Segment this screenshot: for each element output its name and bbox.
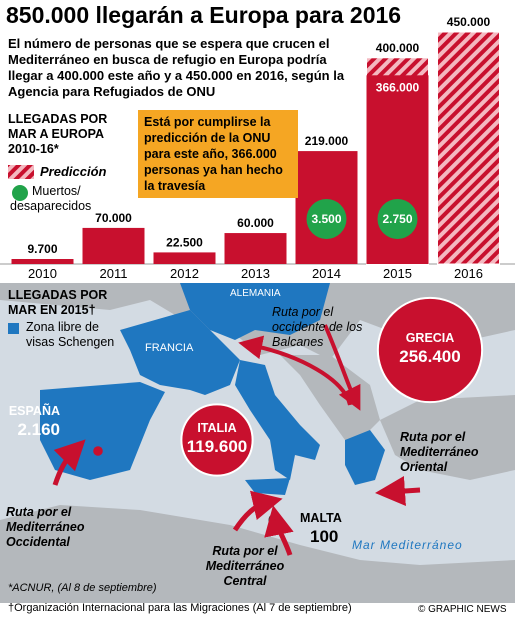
- chart-label: LLEGADAS POR MAR A EUROPA 2010-16*: [8, 112, 108, 156]
- country-value: 256.400: [399, 347, 460, 366]
- france: [120, 310, 240, 395]
- country-bubble: [180, 403, 254, 477]
- value-label: 219.000: [305, 134, 349, 148]
- legend-swatch: [8, 165, 34, 179]
- place-label: ALEMANIA: [230, 288, 281, 299]
- value-label: 22.500: [166, 235, 203, 249]
- country-name: GRECIA: [406, 331, 455, 345]
- route-arrow: [232, 490, 283, 532]
- prediction-bar: [437, 31, 500, 265]
- bar: [82, 227, 145, 264]
- value-label: 70.000: [95, 211, 132, 225]
- country-value: 100: [310, 527, 338, 546]
- country-bubble: [93, 446, 103, 456]
- bar: [153, 252, 216, 264]
- route-arrow: [323, 324, 361, 411]
- title: 850.000 llegarán a Europa para 2016: [6, 2, 402, 28]
- x-tick-label: 2015: [383, 266, 412, 281]
- route-arrow: [264, 505, 294, 556]
- death-label: 3.500: [311, 212, 341, 226]
- value-label: 400.000: [376, 41, 420, 55]
- balkans: [280, 355, 380, 440]
- route-arrow: [375, 476, 421, 506]
- route-label: Ruta por el occidente de los Balcanes: [272, 305, 363, 349]
- country-name: ESPAÑA: [9, 403, 60, 418]
- sicily: [245, 478, 290, 495]
- route-label: Ruta por el Mediterráneo Oriental: [400, 430, 479, 474]
- callout: Está por cumplirse la predicción de la O…: [138, 110, 298, 198]
- bar: [11, 258, 74, 264]
- footnote: *ACNUR, (Al 8 de septiembre): [8, 582, 157, 594]
- country-value: 119.600: [187, 437, 248, 456]
- map-legend: Zona libre de visas Schengen: [26, 320, 115, 349]
- route-label: Ruta por el Mediterráneo Central: [205, 544, 285, 588]
- country-name: MALTA: [300, 511, 342, 525]
- turkey: [380, 395, 515, 480]
- greece: [345, 430, 385, 485]
- death-label: 2.750: [382, 212, 412, 226]
- x-tick-label: 2013: [241, 266, 270, 281]
- x-tick-label: 2014: [312, 266, 341, 281]
- bar: [224, 233, 287, 264]
- legend-label: Predicción: [40, 164, 107, 179]
- sea-label: Mar Mediterráneo: [352, 538, 463, 552]
- country-name: ITALIA: [197, 421, 236, 435]
- country-value: 2.160: [17, 420, 60, 439]
- schengen-land: [180, 283, 330, 340]
- italy: [235, 360, 320, 480]
- africa: [0, 505, 515, 603]
- legend-label: Muertos/ desaparecidos: [10, 184, 92, 213]
- x-tick-label: 2011: [100, 266, 128, 281]
- subtitle: El número de personas que se espera que …: [8, 36, 345, 99]
- route-arrow: [52, 439, 86, 486]
- legend-swatch: [12, 185, 28, 201]
- place-label: FRANCIA: [145, 342, 194, 354]
- x-tick-label: 2016: [454, 266, 483, 281]
- country-bubble: [273, 518, 277, 522]
- death-marker: [306, 199, 347, 239]
- value-label: 450.000: [447, 15, 491, 29]
- x-tick-label: 2010: [28, 266, 57, 281]
- x-tick-label: 2012: [170, 266, 199, 281]
- map-title: LLEGADAS POR MAR EN 2015†: [8, 288, 108, 317]
- value-label: 9.700: [27, 242, 57, 256]
- death-marker: [377, 199, 418, 239]
- route-label: Ruta por el Mediterráneo Occidental: [6, 505, 85, 549]
- legend-swatch: [8, 323, 19, 334]
- value-label: 366.000: [376, 80, 420, 94]
- country-bubble: [376, 296, 484, 404]
- footnote: †Organización Internacional para las Mig…: [8, 602, 352, 614]
- credit: © GRAPHIC NEWS: [418, 604, 507, 615]
- value-label: 60.000: [237, 216, 274, 230]
